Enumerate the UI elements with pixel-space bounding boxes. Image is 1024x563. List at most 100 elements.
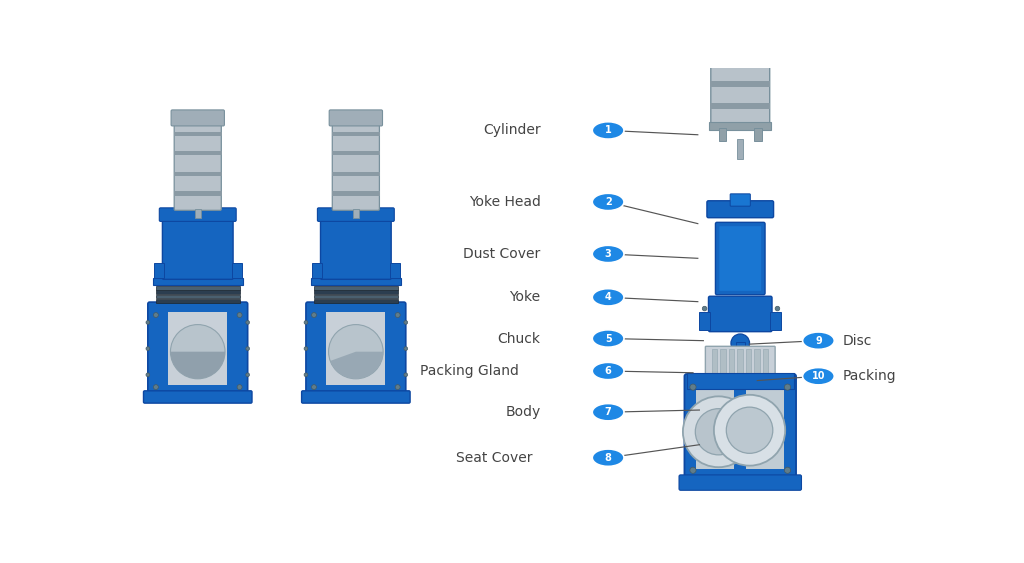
Circle shape — [146, 320, 150, 324]
Bar — [770, 312, 781, 330]
Text: Body: Body — [506, 405, 541, 419]
FancyBboxPatch shape — [730, 194, 751, 206]
Bar — [729, 350, 734, 385]
Text: 9: 9 — [815, 336, 822, 346]
Bar — [696, 386, 784, 469]
Circle shape — [395, 312, 400, 318]
Bar — [231, 263, 242, 278]
Text: Chuck: Chuck — [498, 332, 541, 346]
Bar — [314, 299, 397, 303]
Bar — [737, 350, 742, 385]
Circle shape — [395, 385, 400, 390]
Bar — [701, 390, 779, 396]
FancyBboxPatch shape — [707, 13, 773, 32]
FancyBboxPatch shape — [302, 391, 410, 403]
Bar — [755, 128, 762, 141]
Circle shape — [154, 312, 159, 318]
Bar — [390, 263, 399, 278]
Bar — [311, 278, 400, 285]
Bar — [174, 172, 222, 176]
Circle shape — [238, 385, 242, 390]
Wedge shape — [330, 352, 383, 379]
Bar — [174, 132, 222, 136]
Bar — [327, 312, 385, 385]
Circle shape — [702, 306, 707, 311]
Bar — [701, 404, 779, 410]
Bar — [332, 191, 380, 196]
Circle shape — [403, 320, 408, 324]
Circle shape — [146, 373, 150, 377]
Bar — [156, 286, 240, 290]
Circle shape — [592, 245, 624, 262]
Bar — [710, 81, 770, 87]
Circle shape — [403, 373, 408, 377]
Bar — [735, 342, 744, 350]
Bar — [154, 263, 164, 278]
Circle shape — [683, 396, 755, 467]
Circle shape — [311, 385, 316, 390]
Bar — [153, 278, 243, 285]
Text: 5: 5 — [605, 333, 611, 343]
FancyBboxPatch shape — [147, 302, 248, 395]
Circle shape — [731, 334, 750, 352]
Circle shape — [784, 384, 791, 390]
Bar — [314, 294, 397, 298]
FancyBboxPatch shape — [333, 119, 380, 211]
Text: 7: 7 — [605, 407, 611, 417]
Circle shape — [784, 467, 791, 473]
FancyBboxPatch shape — [321, 215, 391, 279]
Circle shape — [246, 373, 250, 377]
Text: Packing: Packing — [842, 369, 896, 383]
FancyBboxPatch shape — [171, 110, 224, 126]
Bar — [174, 191, 222, 196]
Bar — [156, 294, 240, 298]
FancyBboxPatch shape — [719, 226, 761, 291]
FancyBboxPatch shape — [679, 475, 802, 490]
Circle shape — [690, 467, 696, 473]
Bar — [712, 350, 717, 385]
Bar — [314, 286, 397, 290]
Text: Yoke Head: Yoke Head — [469, 195, 541, 209]
Bar — [332, 172, 380, 176]
Bar — [701, 411, 779, 417]
FancyBboxPatch shape — [174, 119, 221, 211]
Circle shape — [592, 404, 624, 421]
Bar — [156, 291, 240, 294]
Bar — [314, 291, 397, 294]
Bar — [719, 128, 726, 141]
Circle shape — [146, 347, 150, 350]
Bar — [156, 299, 240, 303]
FancyBboxPatch shape — [306, 302, 406, 395]
Bar — [734, 386, 746, 469]
FancyBboxPatch shape — [716, 222, 765, 294]
Text: 10: 10 — [812, 371, 825, 381]
Bar — [687, 373, 794, 388]
Circle shape — [592, 289, 624, 306]
Circle shape — [726, 407, 773, 453]
Circle shape — [592, 449, 624, 466]
Text: 8: 8 — [605, 453, 611, 463]
Circle shape — [592, 363, 624, 379]
FancyBboxPatch shape — [711, 22, 770, 126]
Bar — [745, 350, 751, 385]
FancyBboxPatch shape — [160, 208, 237, 221]
Text: 4: 4 — [605, 292, 611, 302]
Bar — [710, 122, 771, 130]
Circle shape — [592, 193, 624, 211]
FancyBboxPatch shape — [684, 374, 796, 480]
FancyBboxPatch shape — [163, 215, 233, 279]
Bar — [701, 397, 779, 403]
Bar — [710, 59, 770, 64]
Text: Cylinder: Cylinder — [483, 123, 541, 137]
Circle shape — [803, 332, 835, 349]
Bar — [312, 263, 322, 278]
Circle shape — [311, 312, 316, 318]
Bar — [332, 132, 380, 136]
Text: 6: 6 — [605, 366, 611, 376]
Text: Seat Cover: Seat Cover — [457, 451, 532, 464]
Circle shape — [690, 384, 696, 390]
Circle shape — [170, 325, 225, 379]
Text: Yoke: Yoke — [510, 291, 541, 305]
Circle shape — [592, 122, 624, 139]
Bar — [352, 209, 359, 218]
